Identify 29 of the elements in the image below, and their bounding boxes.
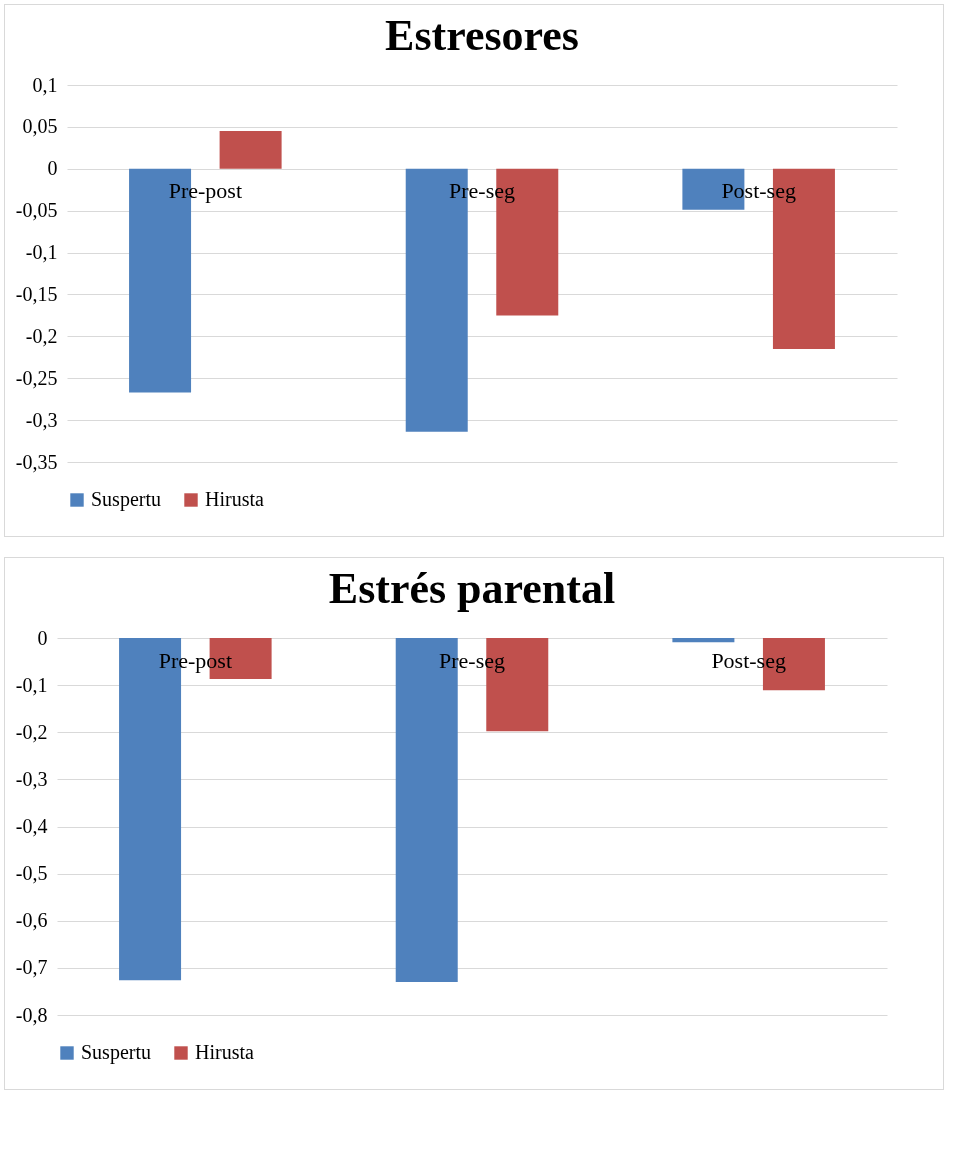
- y-tick-label: -0,1: [15, 673, 48, 696]
- y-tick-label: -0,3: [25, 408, 58, 431]
- y-tick-label: -0,1: [25, 241, 58, 264]
- y-tick-label: -0,25: [15, 366, 58, 389]
- y-tick-label: 0,1: [32, 73, 58, 96]
- x-tick-label: Pre-seg: [449, 178, 515, 204]
- legend-label: Hirusta: [195, 1041, 254, 1063]
- y-tick-label: -0,6: [15, 909, 48, 932]
- y-tick-label: 0,05: [22, 115, 58, 138]
- legend-label: Hirusta: [205, 488, 264, 510]
- legend-label: Suspertu: [81, 1041, 151, 1064]
- x-tick-label: Pre-seg: [439, 647, 505, 673]
- y-tick-label: -0,3: [15, 767, 48, 790]
- x-tick-label: Post-seg: [721, 178, 796, 204]
- legend-label: Suspertu: [91, 488, 161, 511]
- y-tick-label: -0,4: [15, 815, 48, 837]
- y-tick-label: -0,2: [25, 324, 58, 347]
- y-tick-label: -0,5: [15, 862, 48, 885]
- y-tick-label: 0: [47, 157, 58, 180]
- x-tick-label: Pre-post: [158, 647, 232, 673]
- y-tick-label: -0,7: [15, 956, 48, 979]
- chart-title: Estrés parental: [328, 564, 616, 613]
- y-tick-label: -0,2: [15, 720, 48, 743]
- y-tick-label: -0,35: [15, 450, 58, 473]
- y-tick-label: -0,15: [15, 282, 58, 305]
- chart-title: Estresores: [385, 11, 579, 60]
- y-tick-label: -0,8: [15, 1003, 48, 1026]
- y-tick-label: 0: [37, 626, 48, 649]
- y-tick-label: -0,05: [15, 199, 58, 222]
